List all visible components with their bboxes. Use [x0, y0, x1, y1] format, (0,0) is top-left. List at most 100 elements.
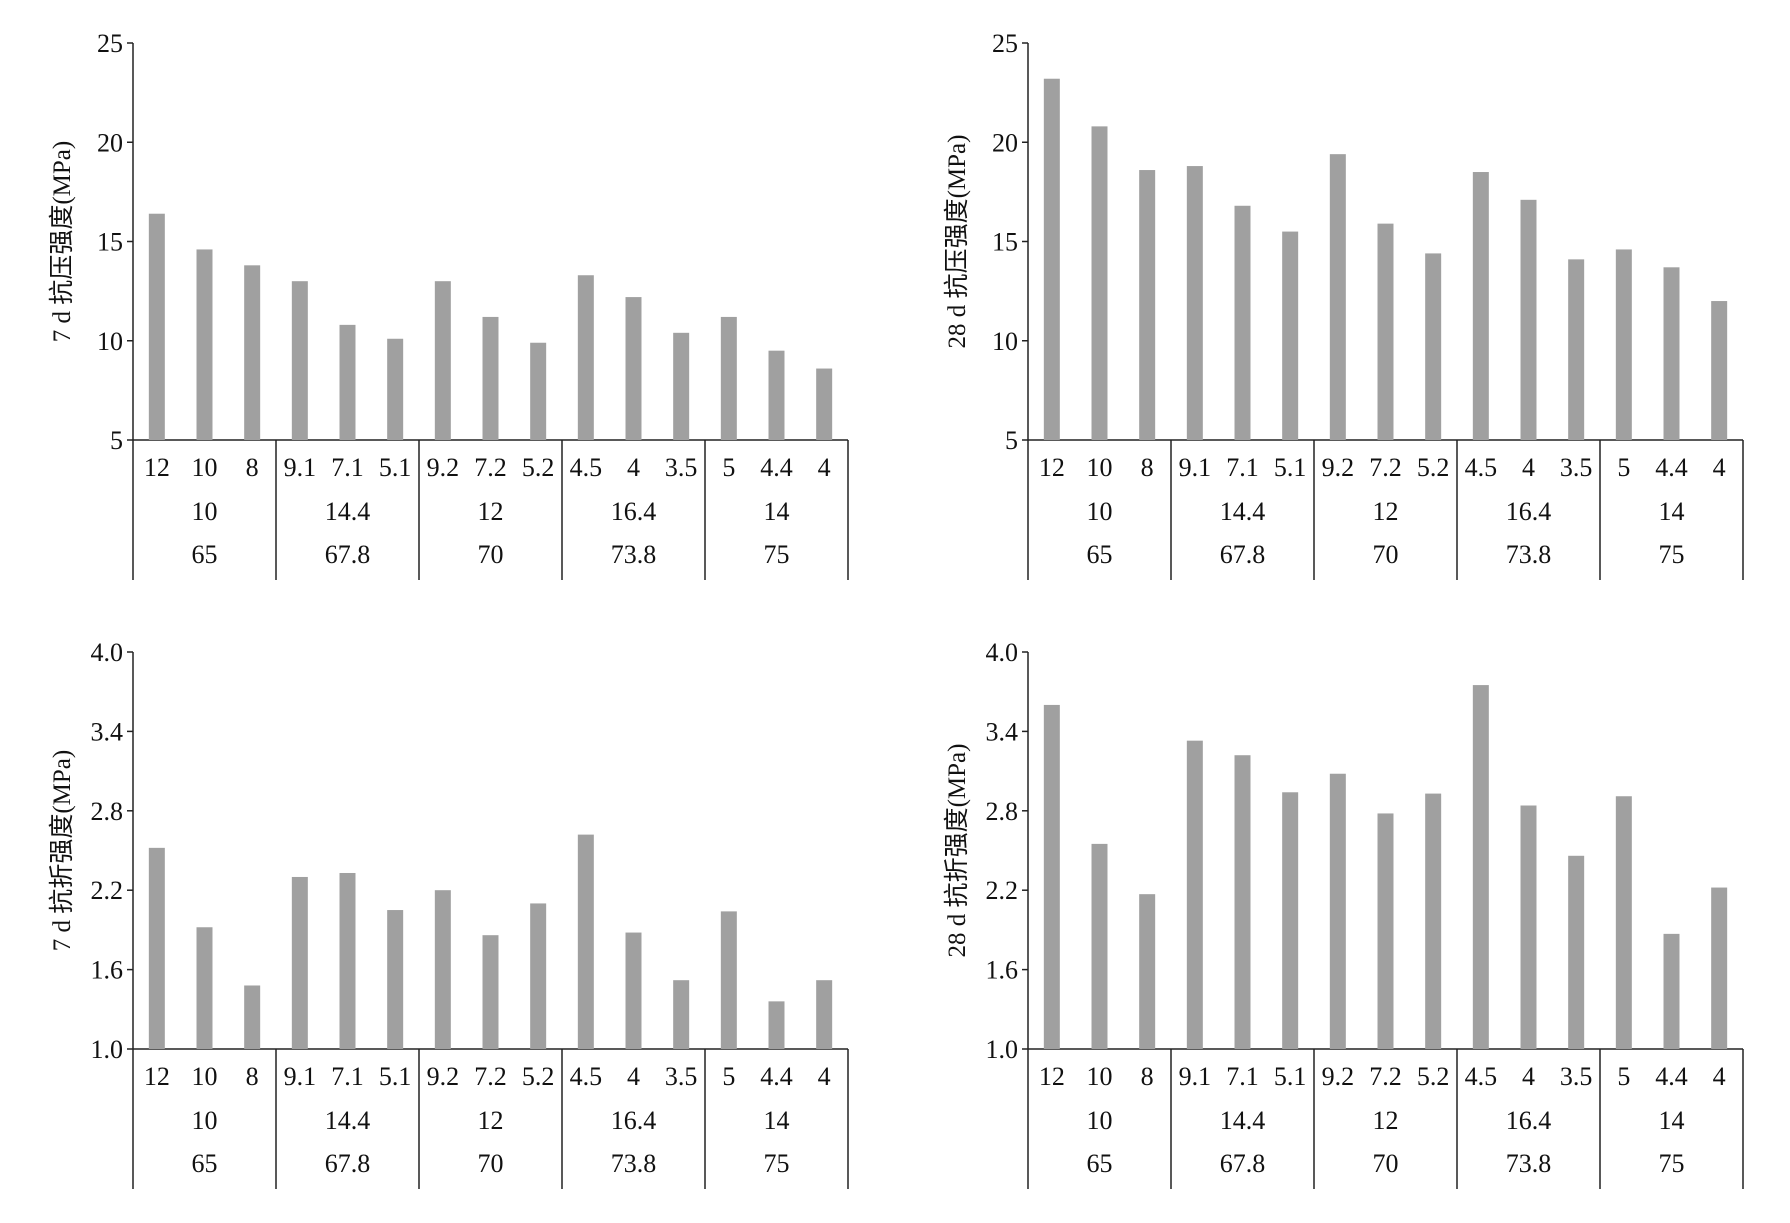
category-label: 5.2 [1417, 453, 1450, 482]
group-label-level2: 16.4 [1506, 497, 1552, 526]
y-tick-label: 10 [97, 327, 123, 356]
group-label-level3: 67.8 [1220, 1149, 1266, 1178]
category-label: 4.5 [1465, 1062, 1498, 1091]
y-tick-label: 3.4 [91, 717, 124, 746]
category-label: 10 [1087, 1062, 1113, 1091]
group-label-level2: 14.4 [325, 497, 371, 526]
chart-7d-compressive: 7 d 抗压强度(MPa) 25 20 15 10 5 12 10 8 9.1 7.1 5.1 9.2 7… [0, 0, 895, 614]
y-axis-label: 28 d 抗折强度(MPa) [943, 744, 971, 958]
bar [1711, 301, 1728, 440]
category-label: 9.1 [284, 453, 317, 482]
group-label-level3: 67.8 [325, 1149, 371, 1178]
y-tick-label: 2.2 [986, 876, 1019, 905]
group-label-level3: 73.8 [611, 540, 657, 569]
y-tick-label: 5 [110, 426, 123, 455]
category-label: 5.1 [1274, 453, 1307, 482]
bar [1139, 170, 1156, 441]
bar [530, 903, 547, 1049]
group-label-level2: 14 [764, 1106, 790, 1135]
group-label-level2: 12 [478, 497, 504, 526]
group-label-level2: 10 [1087, 497, 1113, 526]
bar [148, 847, 165, 1049]
bar [434, 890, 451, 1049]
group-label-level2: 12 [1373, 1106, 1399, 1135]
bar [482, 935, 499, 1049]
group-label-level2: 16.4 [611, 1106, 657, 1135]
bar [1520, 199, 1537, 440]
bar [1186, 740, 1203, 1049]
y-tick-label: 20 [97, 128, 123, 157]
category-label: 9.1 [1179, 1062, 1212, 1091]
category-label: 10 [192, 1062, 218, 1091]
category-label: 4 [1522, 453, 1535, 482]
bar [434, 281, 451, 440]
category-label: 5.2 [522, 1062, 555, 1091]
bar [1091, 126, 1108, 441]
chart-7d-flexural-svg: 7 d 抗折强度(MPa) 4.0 3.4 2.8 2.2 1.6 1.0 12 10 8 9.1 7… [48, 638, 849, 1189]
bar [1043, 78, 1060, 440]
group-label-level2: 14 [1659, 1106, 1685, 1135]
category-label: 7.1 [1226, 1062, 1259, 1091]
bar [1711, 887, 1728, 1049]
group-label-level3: 75 [764, 540, 790, 569]
category-label: 4 [1713, 453, 1726, 482]
bar [1425, 793, 1442, 1049]
bar [816, 368, 833, 440]
category-label: 5.2 [522, 453, 555, 482]
group-label-level3: 67.8 [1220, 540, 1266, 569]
group-label-level2: 14.4 [325, 1106, 371, 1135]
bar [1615, 796, 1632, 1049]
bar [625, 297, 642, 440]
y-tick-label: 25 [992, 29, 1018, 58]
group-label-level2: 14.4 [1220, 1106, 1266, 1135]
chart-28d-compressive-svg: 28 d 抗压强度(MPa) 25 20 15 10 5 12 10 8 9.1 7.1 5.1 9.2… [943, 29, 1744, 580]
bar [1615, 249, 1632, 440]
bar [387, 910, 404, 1049]
category-label: 9.1 [284, 1062, 317, 1091]
category-label: 4.4 [1655, 1062, 1688, 1091]
bar [577, 834, 594, 1049]
group-label-level2: 10 [1087, 1106, 1113, 1135]
category-label: 5 [1617, 1062, 1630, 1091]
bar [244, 985, 261, 1049]
y-axis-label: 7 d 抗折强度(MPa) [48, 750, 76, 951]
category-label: 3.5 [1560, 453, 1593, 482]
category-label: 4.4 [760, 453, 793, 482]
group-label-level2: 12 [1373, 497, 1399, 526]
group-label-level2: 12 [478, 1106, 504, 1135]
category-label: 7.2 [1369, 1062, 1402, 1091]
category-label: 7.2 [474, 1062, 507, 1091]
category-label: 4 [627, 453, 640, 482]
bar [339, 872, 356, 1049]
bar [244, 265, 261, 440]
category-label: 9.2 [427, 1062, 460, 1091]
bar [196, 927, 213, 1049]
category-label: 7.1 [1226, 453, 1259, 482]
category-label: 5 [722, 1062, 735, 1091]
bar [1663, 933, 1680, 1049]
group-label-level2: 16.4 [611, 497, 657, 526]
group-label-level2: 10 [192, 1106, 218, 1135]
bar [1329, 154, 1346, 440]
y-tick-label: 1.6 [91, 956, 124, 985]
bar [339, 324, 356, 440]
bar [1186, 166, 1203, 440]
y-tick-label: 4.0 [91, 638, 124, 667]
y-tick-label: 3.4 [986, 717, 1019, 746]
category-label: 3.5 [665, 1062, 698, 1091]
chart-28d-flexural-svg: 28 d 抗折强度(MPa) 4.0 3.4 2.8 2.2 1.6 1.0 12 10 8 9.1… [943, 638, 1744, 1189]
y-tick-label: 4.0 [986, 638, 1019, 667]
category-label: 8 [246, 453, 259, 482]
bar [720, 911, 737, 1049]
y-tick-label: 2.2 [91, 876, 124, 905]
y-tick-label: 20 [992, 128, 1018, 157]
y-tick-label: 2.8 [986, 797, 1019, 826]
group-label-level2: 14 [764, 497, 790, 526]
bar [530, 342, 547, 440]
bar [148, 213, 165, 440]
category-label: 12 [1039, 453, 1065, 482]
category-label: 4 [1713, 1062, 1726, 1091]
bar [1234, 205, 1251, 440]
category-label: 10 [192, 453, 218, 482]
bar [1472, 685, 1489, 1049]
